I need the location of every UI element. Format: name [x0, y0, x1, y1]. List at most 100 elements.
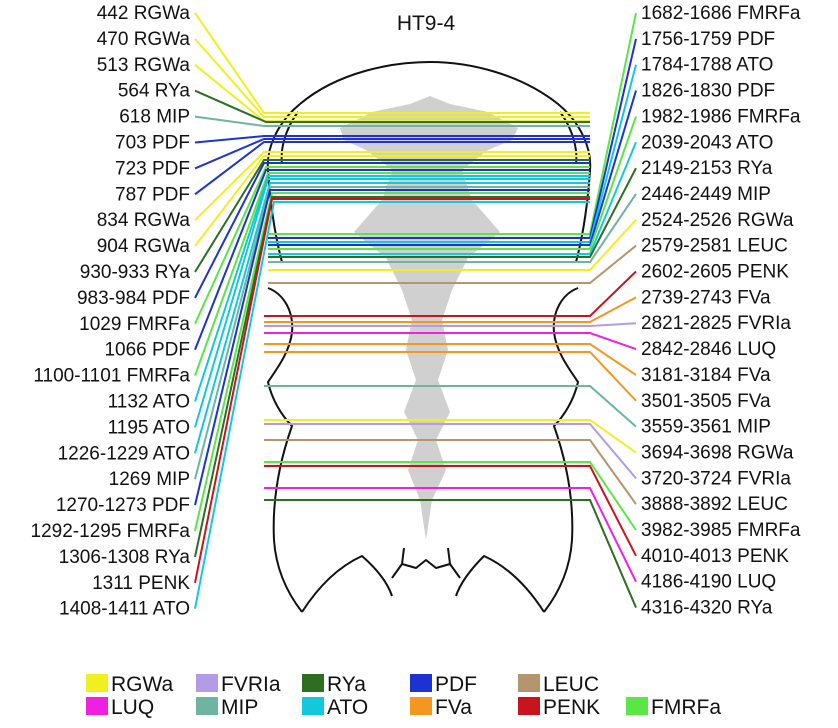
connector-line — [194, 175, 590, 402]
legend-item: LUQ — [86, 696, 154, 719]
neuron-label: 2149-2153 RYa — [641, 158, 773, 179]
neuron-label: 564 RYa — [118, 81, 191, 102]
connector-line — [194, 141, 590, 196]
neuron-label: 2842-2846 LUQ — [641, 339, 776, 360]
neuron-label: 4010-4013 PENK — [641, 546, 789, 567]
legend-swatch — [410, 697, 432, 715]
legend-label: PDF — [435, 673, 477, 696]
neuron-label: 2602-2605 PENK — [641, 262, 789, 283]
legend-label: LEUC — [543, 673, 599, 696]
legend-label: RYa — [327, 673, 366, 696]
neuron-label: 1311 PENK — [92, 573, 190, 594]
legend-item: FVa — [410, 696, 472, 719]
connector-line — [264, 439, 637, 505]
legend-swatch — [518, 674, 540, 692]
neuron-label: 983-984 PDF — [77, 288, 190, 309]
neuron-label: 904 RGWa — [97, 236, 191, 257]
left-label-connectors — [194, 12, 590, 609]
legend-swatch — [302, 697, 324, 715]
connector-line — [268, 116, 637, 250]
neuron-label: 1100-1101 FMRFa — [33, 366, 190, 387]
connector-line — [194, 138, 590, 170]
legend-label: MIP — [221, 696, 258, 719]
legend-label: PENK — [543, 696, 600, 719]
connector-line — [194, 162, 590, 299]
neuron-label: 2579-2581 LEUC — [641, 236, 788, 257]
connector-line — [264, 332, 637, 350]
connector-line — [264, 343, 637, 376]
connector-line — [194, 155, 590, 247]
neuron-label: 4316-4320 RYa — [641, 598, 773, 619]
neuron-label: 3982-3985 FMRFa — [641, 520, 801, 541]
connector-line — [194, 186, 590, 480]
neuron-label: 1029 FMRFa — [79, 314, 190, 335]
neuron-label: 3694-3698 RGWa — [641, 442, 794, 463]
neuron-label: 1132 ATO — [108, 392, 190, 413]
neuron-label: 1982-1986 FMRFa — [641, 106, 801, 127]
connector-line — [268, 167, 637, 258]
legend-label: ATO — [327, 696, 368, 719]
legend-item: PDF — [410, 673, 477, 696]
neuron-label: 1269 MIP — [109, 469, 190, 490]
neuron-label: 1066 PDF — [104, 340, 190, 361]
connector-line — [264, 419, 637, 454]
neuron-label: 618 MIP — [119, 107, 190, 128]
legend-item: LEUC — [518, 673, 599, 696]
connector-line — [268, 219, 637, 271]
connector-line — [264, 461, 637, 531]
connector-line — [264, 270, 637, 317]
connector-line — [194, 189, 590, 506]
connector-line — [194, 12, 590, 114]
connector-line — [194, 135, 590, 144]
legend-swatch — [626, 697, 648, 715]
neuron-label: 930-933 RYa — [80, 262, 191, 283]
neuron-label: 787 PDF — [115, 184, 190, 205]
connector-line — [268, 193, 637, 263]
connector-line — [264, 465, 637, 557]
neuron-label: 442 RGWa — [97, 3, 191, 24]
connector-line — [264, 487, 637, 583]
legend-item: RGWa — [86, 673, 174, 696]
connector-line — [194, 192, 590, 532]
neuron-label: 1784-1788 ATO — [641, 55, 773, 76]
connector-line — [268, 141, 637, 255]
neuron-label: 1408-1411 ATO — [59, 599, 190, 620]
connector-line — [268, 244, 637, 284]
legend-item: ATO — [302, 696, 368, 719]
neuron-label: 2821-2825 FVRIa — [641, 313, 791, 334]
connector-line — [194, 198, 590, 583]
neuron-label: 470 RGWa — [97, 29, 191, 50]
legend-swatch — [196, 674, 218, 692]
legend-label: FVa — [435, 696, 472, 719]
legend-swatch — [518, 697, 540, 715]
legend-label: FMRFa — [651, 696, 721, 719]
neuron-label: 2524-2526 RGWa — [641, 210, 794, 231]
connector-line — [264, 351, 637, 402]
neuron-label: 3720-3724 FVRIa — [641, 468, 791, 489]
neuron-label: 513 RGWa — [97, 55, 191, 76]
neuron-label: 4186-4190 LUQ — [641, 572, 776, 593]
neuron-label: 3501-3505 FVa — [641, 391, 771, 412]
legend-swatch — [302, 674, 324, 692]
right-label-connectors — [264, 12, 637, 608]
neuron-label: 723 PDF — [115, 158, 190, 179]
connector-line — [194, 159, 590, 273]
left-labels: 442 RGWa 470 RGWa 513 RGWa 564 RYa 618 MIP 70… — [31, 3, 191, 620]
neuron-label: 3888-3892 LEUC — [641, 494, 788, 515]
connector-line — [194, 89, 590, 123]
neuron-label: 703 PDF — [115, 133, 190, 154]
legend-item: FVRIa — [196, 673, 281, 696]
connector-line — [194, 196, 590, 558]
legend-swatch — [410, 674, 432, 692]
neuron-label: 1756-1759 PDF — [641, 29, 775, 50]
connector-line — [194, 178, 590, 428]
connector-line — [194, 151, 590, 221]
legend-swatch — [196, 697, 218, 715]
legend-item: MIP — [196, 696, 258, 719]
connector-line — [194, 172, 590, 376]
neuron-label: 2039-2043 ATO — [641, 132, 773, 153]
legend-item: RYa — [302, 673, 366, 696]
connector-line — [264, 423, 637, 479]
legend-swatch — [86, 697, 108, 715]
